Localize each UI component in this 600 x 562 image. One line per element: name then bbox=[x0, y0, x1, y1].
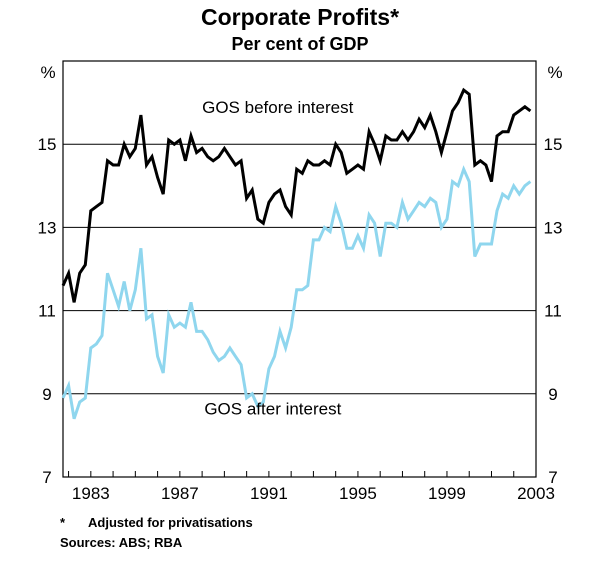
x-axis-ticks bbox=[68, 471, 537, 477]
y-tick-label-left: 15 bbox=[38, 135, 57, 154]
y-tick-label-left: 13 bbox=[38, 218, 57, 237]
footnote-text: Adjusted for privatisations bbox=[88, 515, 253, 530]
y-tick-label-right: 13 bbox=[544, 218, 563, 237]
series-annotation: GOS before interest bbox=[202, 98, 353, 117]
y-axis-left-labels: 7 9 11 13 15 bbox=[38, 135, 57, 487]
y-tick-label-right: 15 bbox=[544, 135, 563, 154]
x-tick-label: 1999 bbox=[428, 484, 466, 503]
y-tick-label-left: 7 bbox=[42, 468, 51, 487]
y-tick-label-right: 11 bbox=[544, 302, 562, 321]
y-tick-label-right: 7 bbox=[548, 468, 557, 487]
plot-frame bbox=[62, 60, 537, 478]
y-axis-right-labels: 7 9 11 13 15 bbox=[544, 135, 563, 487]
y-tick-label-left: 9 bbox=[42, 385, 51, 404]
y-axis-unit-right: % bbox=[547, 63, 562, 82]
chart-title: Corporate Profits* bbox=[200, 4, 400, 30]
chart-subtitle: Per cent of GDP bbox=[231, 34, 369, 54]
x-tick-label: 1987 bbox=[161, 484, 199, 503]
y-gridlines bbox=[63, 143, 536, 395]
series-annotations: GOS before interest GOS after interest bbox=[202, 98, 353, 419]
x-tick-label: 1983 bbox=[72, 484, 110, 503]
series-line-gos-after-interest bbox=[61, 165, 532, 420]
x-axis-labels: 1983 1987 1991 1995 1999 2003 bbox=[72, 484, 555, 503]
footnote-marker: * bbox=[60, 515, 66, 530]
y-tick-label-right: 9 bbox=[548, 385, 557, 404]
y-tick-label-left: 11 bbox=[38, 302, 56, 321]
series-layer bbox=[61, 87, 532, 420]
x-tick-label: 1995 bbox=[339, 484, 377, 503]
sources-note: Sources: ABS; RBA bbox=[60, 535, 183, 550]
series-line-gos-before-interest bbox=[61, 87, 532, 303]
x-tick-label: 2003 bbox=[517, 484, 555, 503]
footnote: * Adjusted for privatisations bbox=[60, 515, 253, 530]
y-axis-unit-left: % bbox=[40, 63, 55, 82]
x-tick-label: 1991 bbox=[250, 484, 288, 503]
series-annotation: GOS after interest bbox=[204, 400, 341, 419]
